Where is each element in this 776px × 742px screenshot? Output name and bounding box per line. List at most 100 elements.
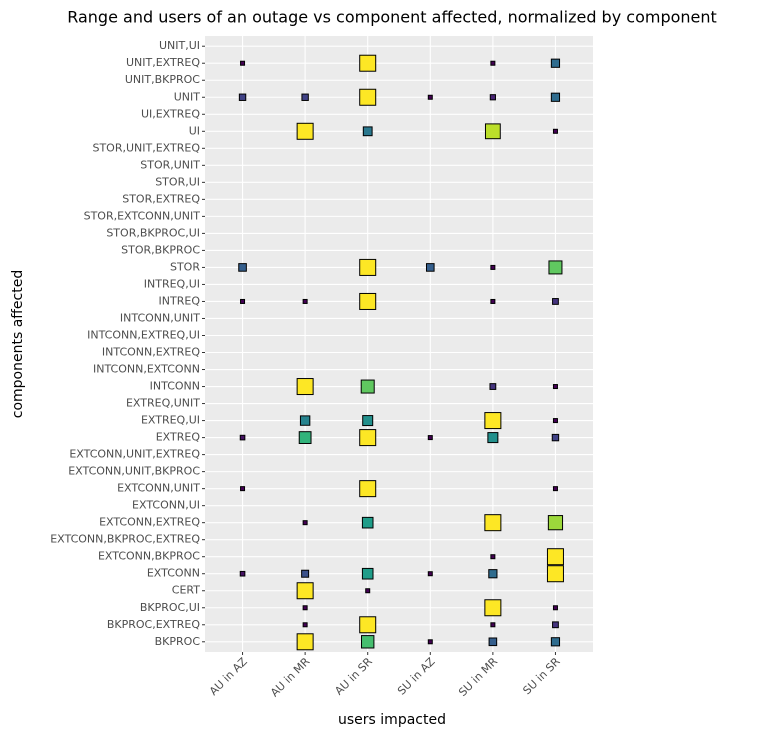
y-tick-label: EXTREQ (156, 431, 201, 444)
y-tick-label: UNIT,EXTREQ (126, 56, 200, 69)
y-tick-label: INTREQ,UI (144, 277, 200, 290)
y-tick-label: EXTCONN,EXTREQ (99, 516, 200, 529)
chart-title: Range and users of an outage vs componen… (67, 8, 717, 27)
y-tick-label: EXTCONN,BKPROC,EXTREQ (50, 533, 200, 546)
point (552, 621, 559, 629)
point (550, 58, 561, 68)
point (488, 637, 498, 647)
y-tick-label: EXTCONN (147, 567, 200, 580)
y-tick-label: UNIT,UI (159, 39, 200, 52)
point (546, 548, 564, 566)
x-tick-label: AU in SR (332, 655, 375, 698)
y-tick-label: BKPROC,UI (140, 601, 200, 614)
y-tick-label: BKPROC,EXTREQ (107, 618, 200, 631)
y-tick-label: STOR,UI (155, 175, 200, 188)
point (302, 605, 308, 611)
point (552, 298, 559, 305)
point (301, 93, 309, 101)
point (296, 582, 314, 600)
point (296, 633, 314, 651)
point (484, 123, 501, 140)
y-tick-label: BKPROC (155, 635, 201, 648)
x-axis-label: users impacted (338, 712, 446, 728)
point (361, 516, 374, 529)
y-tick-label: STOR,EXTREQ (122, 192, 200, 205)
y-tick-label: STOR (170, 260, 200, 273)
point (362, 415, 374, 427)
point (239, 570, 246, 577)
point (427, 571, 433, 577)
point (484, 514, 502, 532)
y-tick-label: UNIT (174, 90, 201, 103)
point (550, 92, 561, 102)
point (302, 520, 308, 526)
point (490, 554, 496, 560)
y-tick-label: STOR,EXTCONN,UNIT (84, 209, 201, 222)
point (489, 383, 497, 390)
y-tick-label: UNIT,BKPROC (125, 73, 200, 86)
point (548, 260, 563, 275)
point (359, 258, 377, 276)
point (301, 569, 310, 578)
point (484, 412, 502, 430)
point (359, 88, 377, 106)
point (302, 622, 308, 628)
y-tick-label: INTCONN,EXTREQ (102, 346, 200, 359)
point (296, 122, 314, 140)
y-tick-label: EXTCONN,UNIT (117, 482, 200, 495)
point (238, 263, 247, 272)
point (359, 429, 377, 447)
point (490, 60, 496, 66)
y-tick-label: UI,EXTREQ (141, 107, 200, 120)
point (239, 434, 246, 441)
point (552, 128, 558, 134)
y-tick-label: EXTCONN,UNIT,EXTREQ (69, 448, 200, 461)
y-tick-label: STOR,UNIT (140, 158, 200, 171)
point (427, 435, 433, 441)
point (240, 298, 246, 304)
y-tick-label: INTCONN,UNIT (120, 311, 200, 324)
point (552, 418, 558, 424)
y-tick-label: INTREQ (159, 294, 201, 307)
point (360, 379, 375, 394)
x-tick-label: SU in SR (520, 655, 562, 697)
y-tick-label: EXTCONN,UI (132, 499, 200, 512)
point (240, 60, 246, 66)
point (547, 515, 564, 531)
point (427, 639, 433, 645)
point (361, 567, 374, 580)
point (359, 292, 377, 310)
y-tick-label: INTCONN,EXTCONN (93, 363, 200, 376)
point (487, 432, 499, 444)
point (546, 565, 564, 583)
point (488, 569, 498, 579)
y-tick-label: INTCONN (150, 380, 200, 393)
point (298, 431, 312, 444)
point (490, 622, 496, 628)
y-tick-label: UI (189, 124, 200, 137)
point (365, 588, 371, 594)
y-tick-label: STOR,UNIT,EXTREQ (92, 141, 200, 154)
point (427, 94, 433, 100)
point (552, 605, 558, 611)
y-axis-label: components affected (10, 270, 26, 418)
plot-panel (205, 36, 593, 652)
point (359, 480, 377, 498)
point (425, 263, 435, 272)
y-tick-label: STOR,BKPROC (121, 243, 200, 256)
point (302, 298, 308, 304)
point (552, 486, 558, 492)
x-tick-label: AU in AZ (207, 655, 250, 698)
y-tick-label: INTCONN,EXTREQ,UI (87, 328, 200, 341)
point (359, 54, 377, 72)
point (551, 433, 560, 442)
point (240, 486, 246, 492)
point (552, 384, 558, 390)
point (489, 94, 496, 101)
point (362, 126, 373, 137)
point (299, 415, 311, 426)
y-tick-label: EXTCONN,UNIT,BKPROC (68, 465, 200, 478)
point (490, 264, 496, 270)
y-tick-label: EXTCONN,BKPROC (98, 550, 200, 563)
